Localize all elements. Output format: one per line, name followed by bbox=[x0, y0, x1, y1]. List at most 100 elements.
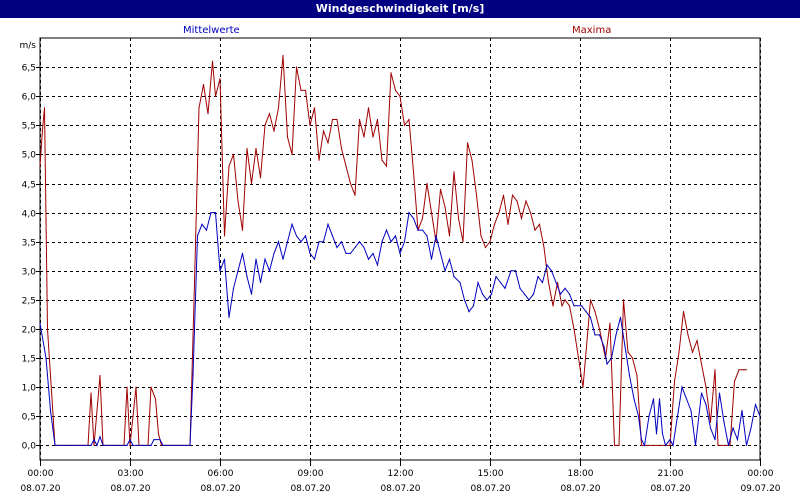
data-point bbox=[745, 369, 748, 371]
x-tick-time: 09:00 bbox=[298, 469, 324, 479]
data-point bbox=[606, 363, 608, 365]
data-point bbox=[259, 177, 262, 179]
data-point bbox=[313, 107, 316, 109]
data-point bbox=[201, 223, 203, 225]
data-point bbox=[681, 386, 683, 388]
data-point bbox=[193, 281, 196, 284]
data-point bbox=[694, 444, 697, 446]
data-point bbox=[589, 299, 592, 301]
data-point bbox=[502, 194, 505, 196]
data-point bbox=[750, 427, 752, 429]
data-point bbox=[223, 258, 226, 260]
data-point bbox=[399, 95, 401, 97]
data-point bbox=[658, 398, 661, 400]
data-point bbox=[354, 194, 356, 196]
data-point bbox=[255, 258, 257, 260]
data-point bbox=[714, 369, 716, 371]
data-point bbox=[304, 89, 307, 91]
data-point bbox=[268, 270, 271, 272]
data-point bbox=[541, 281, 544, 284]
legend-max: Maxima bbox=[572, 25, 612, 36]
data-point bbox=[484, 246, 487, 249]
data-point bbox=[426, 235, 428, 237]
data-point bbox=[564, 287, 566, 289]
chart-title: Windgeschwindigkeit [m/s] bbox=[0, 0, 800, 18]
data-point bbox=[372, 252, 374, 254]
data-point bbox=[421, 217, 424, 219]
data-point bbox=[568, 305, 571, 307]
data-point bbox=[745, 444, 748, 446]
y-tick-label: 1,0 bbox=[22, 384, 37, 394]
data-point bbox=[444, 270, 446, 272]
data-point bbox=[678, 351, 680, 353]
data-point bbox=[291, 223, 293, 225]
y-tick-label: 1,5 bbox=[22, 355, 36, 365]
data-point bbox=[367, 107, 370, 109]
x-tick-time: 03:00 bbox=[118, 469, 144, 479]
data-point bbox=[129, 444, 131, 446]
data-point bbox=[448, 235, 451, 237]
data-point bbox=[534, 229, 536, 231]
data-point bbox=[471, 159, 473, 161]
data-point bbox=[336, 246, 338, 249]
data-point bbox=[327, 223, 329, 225]
data-point bbox=[322, 241, 325, 243]
data-point bbox=[214, 95, 217, 97]
data-point bbox=[669, 444, 671, 446]
data-point bbox=[669, 439, 671, 441]
data-point bbox=[246, 276, 248, 278]
data-point bbox=[628, 375, 631, 377]
data-point bbox=[150, 444, 152, 446]
data-point bbox=[732, 427, 734, 429]
data-point bbox=[430, 212, 433, 214]
data-point bbox=[41, 130, 44, 132]
data-point bbox=[439, 188, 442, 190]
data-point bbox=[637, 415, 640, 417]
data-point bbox=[510, 270, 512, 272]
data-point bbox=[264, 258, 266, 260]
data-point bbox=[135, 386, 137, 388]
data-point bbox=[636, 375, 638, 377]
data-point bbox=[499, 281, 502, 284]
data-point bbox=[223, 235, 226, 237]
data-point bbox=[372, 136, 374, 138]
data-point bbox=[472, 305, 475, 307]
data-point bbox=[507, 223, 509, 225]
data-point bbox=[640, 444, 643, 446]
data-point bbox=[232, 153, 235, 155]
data-point bbox=[598, 334, 601, 336]
x-tick-date: 08.07.20 bbox=[20, 484, 60, 494]
data-point bbox=[477, 281, 479, 284]
data-point bbox=[705, 386, 707, 388]
data-point bbox=[417, 229, 419, 231]
x-tick-time: 15:00 bbox=[478, 469, 504, 479]
data-point bbox=[598, 328, 601, 330]
data-point bbox=[390, 241, 392, 243]
data-point bbox=[327, 142, 329, 144]
data-point bbox=[381, 159, 383, 161]
data-point bbox=[504, 287, 506, 289]
data-point bbox=[403, 124, 406, 126]
data-point bbox=[268, 113, 271, 115]
data-point bbox=[390, 72, 392, 74]
data-point bbox=[547, 281, 550, 284]
data-point bbox=[295, 235, 298, 237]
x-tick-time: 12:00 bbox=[388, 469, 414, 479]
data-point bbox=[700, 363, 703, 365]
y-tick-label: 2,0 bbox=[22, 326, 37, 336]
data-point bbox=[577, 357, 580, 359]
y-tick-label: 6,5 bbox=[22, 64, 36, 74]
data-point bbox=[439, 252, 442, 254]
data-point bbox=[538, 223, 541, 225]
data-point bbox=[304, 235, 307, 237]
data-point bbox=[394, 235, 397, 237]
data-point bbox=[520, 217, 523, 219]
data-point bbox=[214, 212, 217, 214]
data-point bbox=[682, 311, 685, 313]
data-point bbox=[403, 241, 406, 243]
data-point bbox=[157, 433, 160, 435]
data-point bbox=[717, 444, 719, 446]
data-point bbox=[237, 200, 239, 202]
data-point bbox=[354, 246, 356, 249]
data-point bbox=[286, 136, 289, 138]
